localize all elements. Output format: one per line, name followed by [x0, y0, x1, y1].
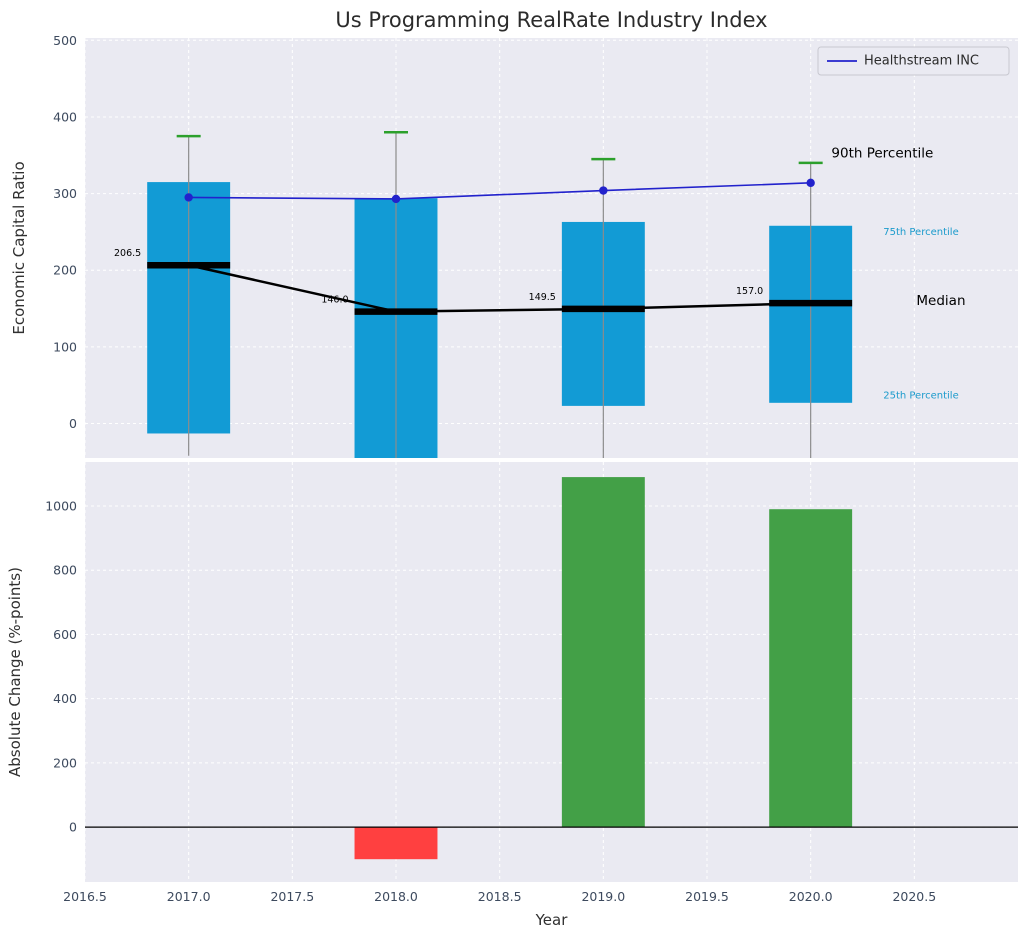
xtick-label: 2016.5 [63, 889, 107, 904]
ytick-label-top: 200 [53, 263, 77, 278]
annotation-90th-percentile: 90th Percentile [831, 146, 933, 162]
xtick-label: 2020.5 [892, 889, 936, 904]
y-axis-label-bottom: Absolute Change (%-points) [6, 567, 24, 777]
annotation-median: Median [916, 293, 965, 309]
ytick-label-bottom: 1000 [45, 498, 77, 513]
ytick-label-bottom: 600 [53, 627, 77, 642]
median-line [188, 264, 811, 313]
median-value-label: 149.5 [529, 292, 556, 303]
ytick-label-top: 100 [53, 339, 77, 354]
median-value-label: 157.0 [736, 286, 763, 297]
whisker-group [176, 131, 823, 458]
change-bar [769, 509, 853, 828]
xtick-label: 2017.5 [270, 889, 314, 904]
ytick-label-top: 0 [69, 416, 77, 431]
healthstream-point [184, 193, 193, 202]
xtick-label: 2019.5 [685, 889, 729, 904]
ytick-label-bottom: 200 [53, 755, 77, 770]
page-title: Us Programming RealRate Industry Index [335, 8, 767, 32]
annotation-25th-percentile: 25th Percentile [883, 390, 959, 401]
xtick-label: 2019.0 [581, 889, 625, 904]
legend-label: Healthstream INC [864, 54, 979, 69]
annotation-75th-percentile: 75th Percentile [883, 227, 959, 238]
legend-box [817, 46, 1010, 76]
ytick-label-bottom: 800 [53, 563, 77, 578]
healthstream-point [391, 194, 401, 204]
change-bar [354, 827, 438, 860]
bottom-plot-bg [85, 462, 1018, 882]
xtick-label: 2018.0 [374, 889, 418, 904]
xtick-label: 2018.5 [478, 889, 522, 904]
healthstream-point [806, 178, 815, 188]
ytick-label-top: 400 [53, 109, 77, 124]
median-value-label: 206.5 [114, 248, 141, 259]
xtick-label: 2020.0 [789, 889, 833, 904]
xtick-label: 2017.0 [167, 889, 211, 904]
change-bar [561, 477, 645, 828]
top-plot-bg [85, 38, 1018, 458]
median-value-label: 146.0 [321, 295, 348, 306]
ytick-label-top: 500 [53, 33, 77, 48]
healthstream-line [188, 182, 811, 200]
x-axis-label: Year [535, 911, 569, 929]
ytick-label-top: 300 [53, 186, 77, 201]
y-axis-label-top: Economic Capital Ratio [10, 161, 28, 334]
ytick-label-bottom: 400 [53, 691, 77, 706]
healthstream-point [599, 186, 608, 195]
ytick-label-bottom: 0 [69, 820, 77, 835]
